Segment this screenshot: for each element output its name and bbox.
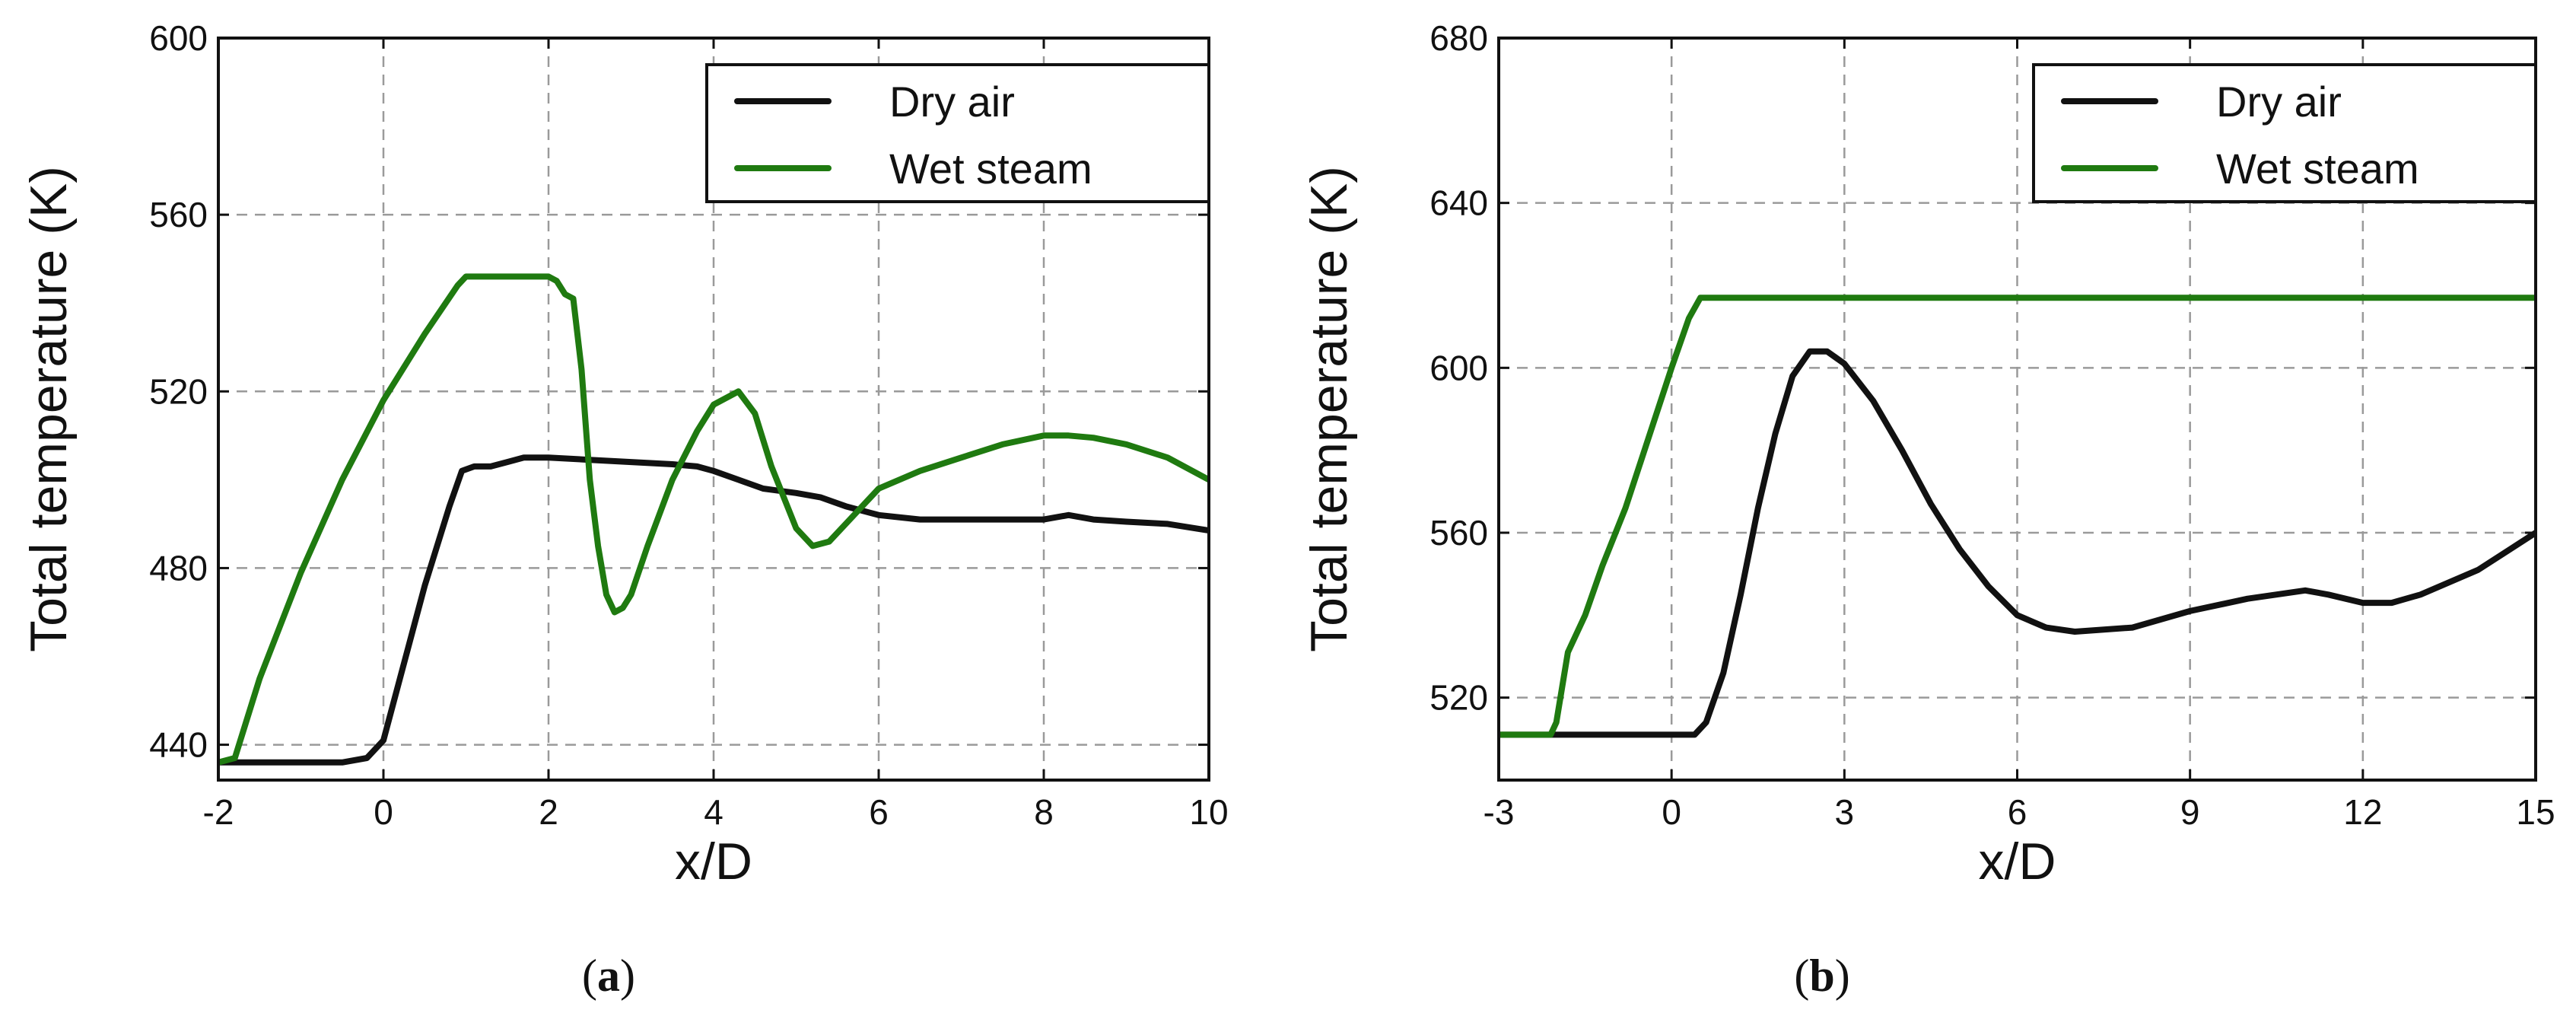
x-tick-label: 4 <box>704 792 724 832</box>
legend-box <box>705 63 1210 203</box>
series-line-wet-steam <box>1499 295 2536 738</box>
y-tick-label: 520 <box>1430 678 1488 718</box>
y-tick-label: 640 <box>1430 183 1488 223</box>
x-tick-label: 15 <box>2516 792 2555 832</box>
legend: Dry air Wet steam <box>705 63 1210 203</box>
x-tick-label: 12 <box>2343 792 2382 832</box>
panel-label-open: ( <box>1794 951 1809 1001</box>
panel-label-letter: a <box>597 951 620 1001</box>
legend: Dry air Wet steam <box>2032 63 2537 203</box>
legend-label-dry-air: Dry air <box>2216 78 2342 126</box>
x-tick-label: 0 <box>374 792 393 832</box>
panel-a: -2 0 2 4 6 8 10 440 480 520 560 600 x/D Total tempera… <box>20 18 1229 1001</box>
y-tick-label: 440 <box>149 725 208 765</box>
x-tick-label: 3 <box>1835 792 1855 832</box>
panel-label-close: ) <box>620 951 635 1001</box>
x-tick-label: -3 <box>1484 792 1515 832</box>
legend-label-wet-steam: Wet steam <box>889 145 1092 193</box>
panel-b: -3 0 3 6 9 12 15 520 560 600 640 680 x/D Total temper… <box>1300 18 2555 1001</box>
legend-label-dry-air: Dry air <box>889 78 1015 126</box>
x-tick-label: -2 <box>203 792 234 832</box>
y-tick-label: 600 <box>1430 348 1488 387</box>
panel-label-letter: b <box>1809 951 1834 1001</box>
y-axis-label: Total temperature (K) <box>20 166 78 652</box>
panel-label: (a) <box>582 951 635 1001</box>
y-tick-label: 520 <box>149 371 208 411</box>
series-line-wet-steam <box>218 273 1209 766</box>
x-tick-label: 8 <box>1034 792 1054 832</box>
panel-label-open: ( <box>582 951 597 1001</box>
panel-label-close: ) <box>1835 951 1850 1001</box>
panel-b-series-group <box>1499 295 2536 738</box>
series-line-dry-air <box>1499 348 2536 738</box>
x-tick-label: 6 <box>2008 792 2027 832</box>
y-tick-label: 600 <box>149 18 208 58</box>
y-tick-label: 560 <box>1430 513 1488 553</box>
x-tick-label: 2 <box>539 792 558 832</box>
legend-label-wet-steam: Wet steam <box>2216 145 2419 193</box>
x-tick-label: 9 <box>2180 792 2200 832</box>
y-axis-label: Total temperature (K) <box>1300 166 1358 652</box>
panel-label: (b) <box>1794 951 1849 1001</box>
y-tick-label: 480 <box>149 548 208 588</box>
y-tick-label: 680 <box>1430 18 1488 58</box>
x-tick-label: 10 <box>1189 792 1228 832</box>
x-tick-label: 6 <box>869 792 889 832</box>
y-tick-label: 560 <box>149 195 208 234</box>
x-axis-label: x/D <box>675 833 752 890</box>
series-line-dry-air <box>218 454 1209 766</box>
panel-a-series-group <box>218 273 1209 766</box>
x-axis-label: x/D <box>1979 833 2056 890</box>
x-tick-label: 0 <box>1662 792 1681 832</box>
legend-box <box>2032 63 2537 203</box>
